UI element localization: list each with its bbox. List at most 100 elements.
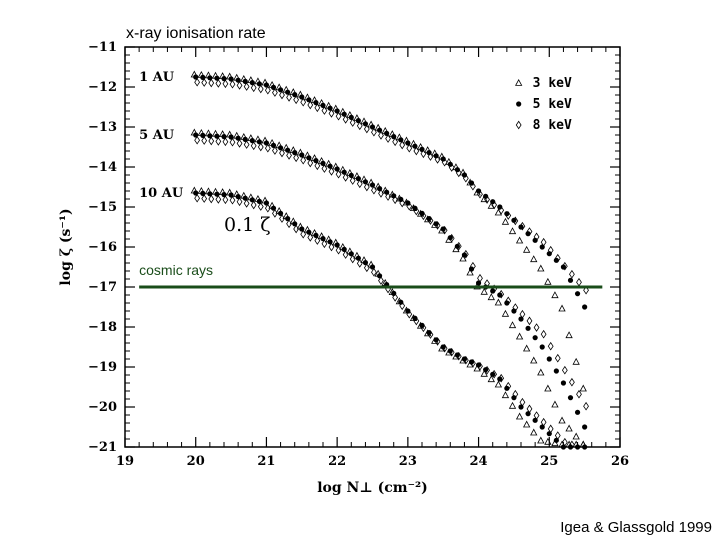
- data-point-diamond: [392, 137, 399, 147]
- data-point-diamond: [293, 95, 300, 105]
- data-point-diamond: [519, 397, 526, 407]
- data-point-triangle: [530, 428, 538, 436]
- data-point-diamond: [363, 263, 370, 273]
- x-tick-label: 20: [187, 454, 205, 469]
- data-point-dot: [490, 371, 496, 377]
- data-point-diamond: [505, 211, 512, 220]
- y-tick-label: −12: [88, 80, 117, 95]
- data-point-triangle: [487, 375, 495, 383]
- data-point-diamond: [399, 198, 406, 208]
- data-point-dot: [454, 167, 460, 173]
- data-point-diamond: [540, 329, 547, 339]
- data-point-dot: [398, 299, 404, 305]
- data-point-diamond: [356, 179, 363, 189]
- data-point-diamond: [441, 157, 448, 167]
- data-point-diamond: [363, 182, 370, 192]
- data-point-diamond: [328, 242, 335, 252]
- group-label: 5 AU: [139, 128, 175, 143]
- data-point-diamond: [533, 232, 540, 242]
- y-tick-label: −11: [88, 40, 117, 55]
- data-point-diamond: [222, 137, 229, 147]
- data-point-dot: [574, 291, 581, 297]
- data-point-diamond: [484, 195, 490, 204]
- data-point-triangle: [508, 321, 517, 329]
- data-point-diamond: [335, 111, 342, 121]
- data-point-diamond: [371, 267, 377, 277]
- y-tick-label: −16: [88, 240, 117, 255]
- data-point-diamond: [540, 237, 547, 247]
- data-point-diamond: [399, 140, 406, 150]
- data-point-dot: [532, 237, 538, 243]
- data-point-triangle: [494, 380, 503, 388]
- data-point-diamond: [264, 85, 271, 95]
- x-tick-label: 25: [540, 454, 558, 469]
- y-tick-label: −20: [88, 400, 117, 415]
- x-tick-label: 24: [470, 454, 488, 469]
- data-point-diamond: [554, 431, 561, 440]
- data-point-diamond: [243, 140, 250, 149]
- data-point-diamond: [286, 151, 292, 160]
- data-point-dot: [440, 156, 446, 162]
- data-point-diamond: [307, 100, 314, 110]
- data-point-triangle: [544, 277, 552, 285]
- data-point-triangle: [544, 384, 552, 392]
- data-point-diamond: [576, 277, 582, 287]
- data-point-diamond: [349, 254, 356, 264]
- data-point-triangle: [459, 254, 467, 262]
- x-tick-label: 22: [328, 454, 346, 469]
- data-point-triangle: [558, 304, 566, 312]
- data-point-diamond: [505, 296, 512, 306]
- data-point-diamond: [215, 79, 222, 88]
- data-point-triangle: [530, 255, 538, 263]
- data-point-diamond: [236, 139, 243, 148]
- data-point-diamond: [512, 216, 519, 226]
- data-point-triangle: [501, 217, 510, 225]
- legend-entry: 5 keV: [533, 97, 572, 112]
- data-point-diamond: [215, 195, 222, 204]
- data-point-triangle: [487, 293, 495, 301]
- y-axis-label: log ζ (s⁻¹): [58, 208, 74, 285]
- data-point-diamond: [307, 233, 314, 242]
- data-point-diamond: [194, 193, 201, 203]
- data-point-diamond: [321, 164, 328, 173]
- data-point-diamond: [272, 146, 278, 155]
- data-point-triangle: [551, 400, 559, 408]
- data-point-diamond: [321, 239, 328, 249]
- data-point-diamond: [250, 141, 257, 151]
- data-point-diamond: [201, 194, 208, 203]
- data-point-triangle: [487, 201, 495, 209]
- data-point-diamond: [208, 136, 215, 146]
- data-point-diamond: [406, 201, 413, 211]
- x-tick-label: 19: [116, 454, 134, 469]
- data-point-diamond: [208, 78, 215, 88]
- data-point-diamond: [335, 169, 342, 179]
- group-label: 10 AU: [139, 186, 184, 201]
- y-tick-label: −13: [88, 120, 117, 135]
- data-point-diamond: [491, 369, 498, 379]
- data-point-diamond: [470, 181, 476, 191]
- data-point-diamond: [519, 221, 526, 231]
- data-point-dot: [560, 380, 567, 386]
- data-point-dot: [433, 153, 439, 159]
- data-point-dot: [567, 277, 574, 283]
- data-point-diamond: [420, 323, 427, 333]
- data-point-diamond: [448, 163, 455, 172]
- data-point-diamond: [342, 115, 349, 124]
- data-point-diamond: [257, 84, 264, 94]
- data-point-diamond: [470, 261, 476, 271]
- data-point-diamond: [250, 200, 257, 210]
- data-point-diamond: [215, 137, 222, 146]
- data-point-diamond: [264, 143, 271, 153]
- data-point-diamond: [547, 341, 554, 351]
- fraction-annotation: 0.1 ζ: [224, 214, 271, 236]
- data-point-diamond: [257, 142, 264, 152]
- data-point-dot: [405, 308, 411, 314]
- data-point-diamond: [505, 381, 512, 391]
- data-point-dot: [447, 235, 453, 241]
- data-point-diamond: [314, 103, 321, 113]
- data-point-diamond: [462, 173, 469, 183]
- data-point-dot: [532, 335, 538, 341]
- data-point-diamond: [547, 245, 554, 255]
- data-point-diamond: [491, 200, 498, 210]
- data-point-diamond: [328, 167, 335, 176]
